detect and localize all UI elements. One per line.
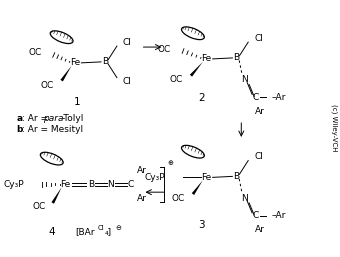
Text: Ar: Ar [255,107,265,116]
Text: 4: 4 [48,227,55,237]
Text: Cl: Cl [123,77,132,86]
Text: 1: 1 [74,97,81,107]
Text: (c) Wiley-VCH: (c) Wiley-VCH [331,104,337,152]
Text: OC: OC [40,81,54,90]
Text: Cl: Cl [254,34,263,43]
Text: a: a [16,114,22,123]
Text: Cl: Cl [123,38,132,47]
Text: C: C [253,211,259,220]
Text: N: N [241,75,248,84]
Text: –Ar: –Ar [272,211,286,220]
Text: Ar: Ar [137,194,147,203]
Text: para: para [43,114,63,123]
Text: Ar: Ar [255,225,265,234]
Text: 2: 2 [199,93,205,103]
Text: OC: OC [170,75,183,84]
Text: Fe: Fe [61,180,71,189]
Text: Fe: Fe [202,54,212,63]
Text: [BAr: [BAr [75,227,95,236]
Text: Cy₃P: Cy₃P [144,173,165,182]
Polygon shape [192,180,203,195]
Text: B: B [102,57,108,66]
Text: ⊖: ⊖ [115,225,121,231]
Text: OC: OC [158,44,171,53]
Text: –Ar: –Ar [272,93,286,102]
Text: Fe: Fe [70,58,81,67]
Text: C: C [253,93,259,102]
Text: Cl: Cl [254,152,263,161]
Text: N: N [108,180,114,189]
Text: B: B [233,172,239,181]
Text: N: N [241,194,248,203]
Text: B: B [233,53,239,62]
Text: Ar: Ar [137,166,147,175]
Text: Cy₃P: Cy₃P [3,180,24,189]
Text: C: C [128,180,134,189]
Text: Fe: Fe [202,173,212,182]
Text: B: B [88,180,94,189]
Text: 3: 3 [199,220,205,230]
Polygon shape [190,62,203,77]
Text: Cl: Cl [97,225,104,231]
Text: b: b [16,125,22,134]
Text: : Ar = Mesityl: : Ar = Mesityl [22,125,83,134]
Text: OC: OC [172,194,185,203]
Text: -Tolyl: -Tolyl [62,114,84,123]
Text: ₄]: ₄] [105,227,112,236]
Polygon shape [61,66,71,81]
Text: OC: OC [33,203,46,212]
Text: OC: OC [29,49,42,58]
Text: ⊕: ⊕ [167,160,173,166]
Polygon shape [51,187,62,204]
Text: : Ar =: : Ar = [22,114,51,123]
